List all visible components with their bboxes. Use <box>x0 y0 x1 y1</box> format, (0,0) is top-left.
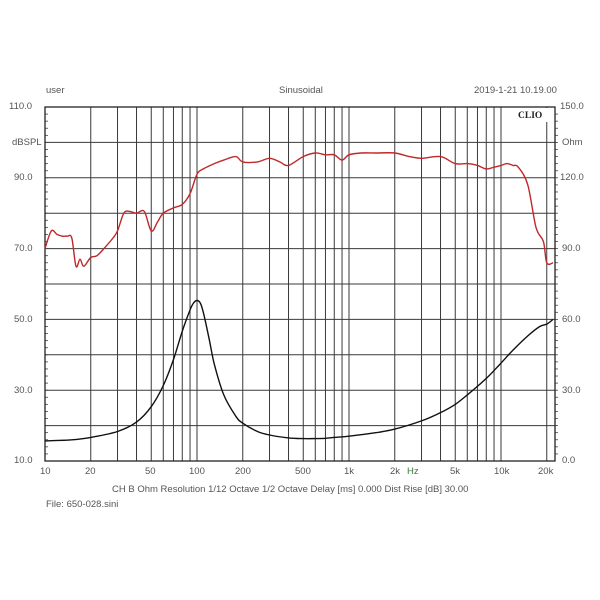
spl-curve <box>44 152 554 268</box>
settings-line: CH B Ohm Resolution 1/12 Octave 1/2 Octa… <box>112 484 469 495</box>
x-tick-200: 200 <box>235 466 251 477</box>
left-tick-110: 110.0 <box>9 101 33 112</box>
x-tick-500: 500 <box>295 466 311 477</box>
x-tick-20: 20 <box>85 466 96 477</box>
x-tick-1k: 1k <box>344 466 355 477</box>
left-tick-50: 50.0 <box>14 314 33 325</box>
plot-frame <box>44 106 556 462</box>
x-axis-unit: Hz <box>407 466 419 477</box>
right-tick-30: 30.0 <box>562 385 581 396</box>
x-tick-2k: 2k <box>390 466 401 477</box>
x-tick-100: 100 <box>189 466 205 477</box>
right-tick-0: 0.0 <box>562 455 576 466</box>
file-name-label: File: 650-028.sini <box>46 499 119 510</box>
grid-lines <box>45 107 555 461</box>
brand-box <box>514 108 554 122</box>
x-tick-50: 50 <box>145 466 156 477</box>
measurement-mode-label: Sinusoidal <box>279 85 323 96</box>
user-label: user <box>46 85 65 96</box>
x-tick-20k: 20k <box>538 466 554 477</box>
x-tick-5k: 5k <box>450 466 461 477</box>
left-tick-30: 30.0 <box>14 385 33 396</box>
left-axis-unit: dBSPL <box>12 137 42 148</box>
right-tick-60: 60.0 <box>562 314 581 325</box>
brand-label: CLIO <box>518 111 542 121</box>
right-axis-unit: Ohm <box>562 137 583 148</box>
left-tick-10: 10.0 <box>14 455 33 466</box>
left-tick-90: 90.0 <box>14 172 33 183</box>
impedance-curve <box>44 299 554 442</box>
x-tick-10k: 10k <box>494 466 510 477</box>
left-tick-70: 70.0 <box>14 243 33 254</box>
right-tick-90: 90.0 <box>562 243 581 254</box>
x-tick-10: 10 <box>40 466 51 477</box>
datetime-label: 2019-1-21 10.19.00 <box>474 85 557 96</box>
right-tick-150: 150.0 <box>560 101 584 112</box>
right-tick-120: 120.0 <box>560 172 584 183</box>
